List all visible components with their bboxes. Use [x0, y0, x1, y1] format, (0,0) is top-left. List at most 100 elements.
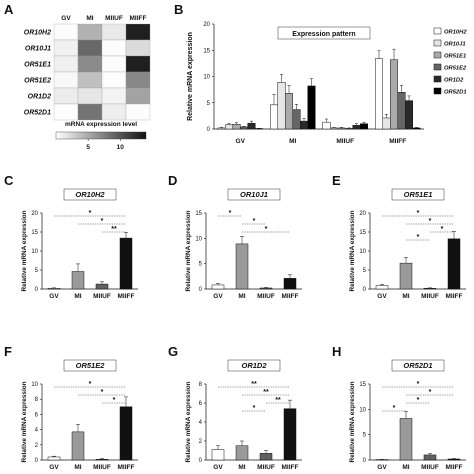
heatmap-cell — [77, 87, 103, 105]
bar — [232, 124, 241, 130]
x-category-label: MIIFF — [446, 293, 463, 300]
bar — [399, 418, 413, 461]
bar — [119, 237, 133, 290]
legend-swatch — [433, 63, 442, 71]
heatmap-cell — [77, 71, 103, 89]
x-category-label: MIIUF — [336, 138, 354, 145]
x-category-label: GV — [49, 293, 59, 300]
heatmap-row-label: OR1D2 — [28, 94, 51, 101]
bar — [399, 262, 413, 290]
y-axis-label: Relative mRNA expression — [187, 32, 194, 121]
colorbar-tick-label: 5 — [86, 144, 90, 151]
heatmap-cell — [53, 103, 79, 121]
y-tick-label: 15 — [31, 230, 38, 236]
heatmap-cell — [53, 55, 79, 73]
bar — [423, 454, 437, 461]
x-category-label: MI — [289, 138, 296, 145]
title-box — [227, 188, 281, 201]
heatmap-cell — [125, 55, 151, 73]
y-tick-label: 15 — [359, 230, 366, 236]
legend-swatch — [433, 87, 442, 95]
heatmap-cell — [101, 87, 127, 105]
legend-swatch — [433, 75, 442, 83]
heatmap-cell — [101, 71, 127, 89]
colorbar-label: mRNA expression level — [65, 121, 137, 128]
panel-label-h: H — [332, 344, 341, 359]
bar — [412, 127, 421, 130]
panel-label-b: B — [174, 2, 183, 17]
legend-swatch — [433, 39, 442, 47]
significance-label: * — [229, 210, 232, 217]
chart-title: Expression pattern — [292, 31, 355, 38]
bar — [283, 278, 297, 290]
bar — [235, 243, 249, 290]
x-category-label: MI — [402, 293, 409, 300]
bar — [240, 126, 248, 130]
legend-label: OR1D2 — [444, 78, 464, 84]
panel-label-g: G — [168, 344, 178, 359]
panel-label-f: F — [4, 344, 12, 359]
y-tick-label: 0 — [35, 287, 39, 293]
bar — [375, 58, 383, 130]
bar — [337, 127, 346, 130]
heatmap-column-label: MI — [86, 15, 93, 22]
heatmap-cell — [53, 71, 79, 89]
x-category-label: GV — [213, 464, 223, 471]
legend-label: OR51E1 — [444, 54, 466, 60]
x-category-label: MI — [402, 464, 409, 471]
chart-title: OR10H2 — [75, 190, 105, 199]
bar — [307, 85, 316, 130]
heatmap-cell — [101, 103, 127, 121]
heatmap-cell — [125, 71, 151, 89]
bar — [95, 458, 109, 461]
y-tick-label: 10 — [203, 75, 210, 81]
significance-label: * — [429, 389, 432, 396]
bar — [235, 445, 249, 461]
bar — [211, 449, 225, 461]
y-tick-label: 10 — [195, 236, 202, 242]
y-axis-label: Relative mRNA expression — [21, 210, 28, 291]
bar — [47, 456, 61, 461]
bar — [255, 128, 263, 130]
legend-label: OR51E2 — [444, 66, 467, 72]
heatmap-cell — [125, 39, 151, 57]
y-tick-label: 2 — [199, 439, 203, 445]
y-tick-label: 0 — [363, 287, 367, 293]
title-box — [63, 359, 117, 372]
y-tick-label: 0 — [199, 458, 203, 464]
heatmap-cell — [101, 39, 127, 57]
heatmap-cell — [77, 23, 103, 41]
significance-label: * — [417, 234, 420, 241]
bar — [397, 92, 406, 130]
x-category-label: MIIFF — [118, 464, 135, 471]
x-category-label: GV — [213, 293, 223, 300]
title-box — [391, 188, 445, 201]
y-tick-label: 20 — [31, 211, 38, 217]
legend-label: OR52D1 — [444, 90, 467, 96]
bar — [217, 127, 226, 130]
bar — [300, 120, 308, 130]
bar — [405, 100, 413, 130]
colorbar — [55, 131, 147, 140]
y-tick-label: 15 — [203, 48, 210, 54]
bar — [211, 284, 225, 290]
heatmap-cell — [101, 55, 127, 73]
significance-label: * — [101, 389, 104, 396]
y-tick-label: 0 — [35, 458, 39, 464]
y-tick-label: 15 — [195, 211, 202, 217]
y-axis-label: Relative mRNA expression — [349, 381, 356, 462]
y-tick-label: 6 — [35, 412, 39, 418]
colorbar-tick-label: 10 — [117, 144, 125, 151]
significance-label: * — [417, 381, 420, 388]
y-tick-label: 4 — [199, 420, 203, 426]
significance-label: * — [429, 218, 432, 225]
x-category-label: MIIUF — [257, 464, 275, 471]
y-tick-label: 10 — [31, 249, 38, 255]
panel-label-e: E — [332, 173, 341, 188]
bar — [375, 459, 389, 461]
y-tick-label: 0 — [207, 127, 211, 133]
bar — [71, 431, 85, 461]
